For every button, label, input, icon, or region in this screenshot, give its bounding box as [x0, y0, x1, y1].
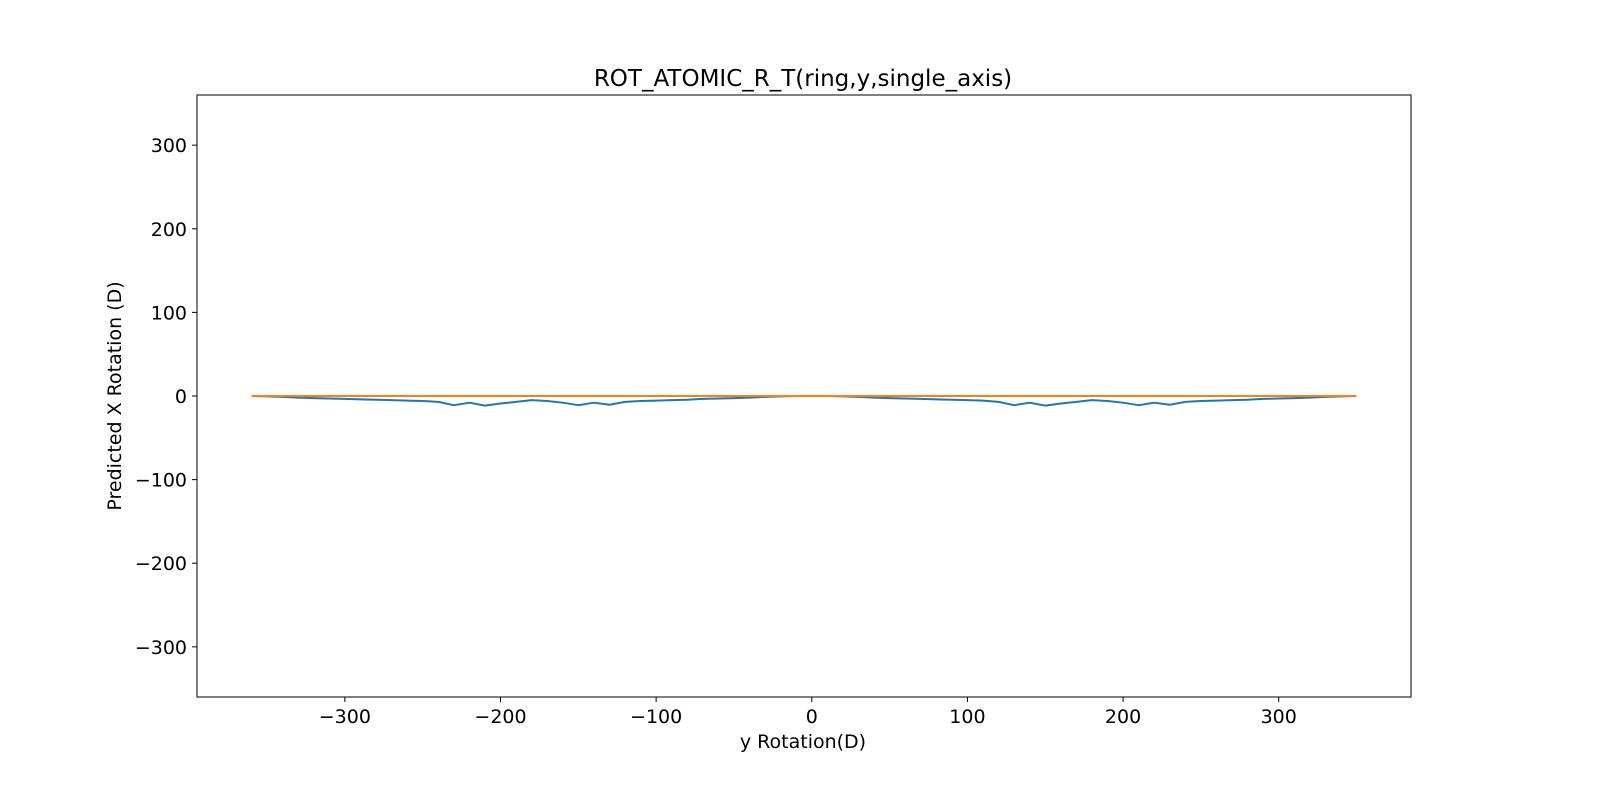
plot-area — [251, 395, 1357, 407]
x-tick-label: −300 — [319, 706, 371, 728]
x-tick-label: 0 — [806, 706, 818, 728]
x-tick-label: −100 — [630, 706, 682, 728]
y-axis-label: Predicted X Rotation (D) — [104, 281, 126, 510]
y-tick-label: 0 — [175, 386, 187, 408]
x-tick-label: 100 — [949, 706, 985, 728]
x-axis-label: y Rotation(D) — [740, 731, 866, 753]
axes: −300 −200 −100 0 100 200 300 −300 −200 −100 0 100 20… — [135, 94, 1412, 728]
x-tick-label: 300 — [1261, 706, 1297, 728]
x-tick-label: 200 — [1105, 706, 1141, 728]
chart-title: ROT_ATOMIC_R_T(ring,y,single_axis) — [594, 66, 1012, 92]
y-tick-label: −200 — [135, 553, 187, 575]
y-tick-label: 100 — [151, 302, 187, 324]
y-tick-label: −100 — [135, 470, 187, 492]
y-tick-label: −300 — [135, 637, 187, 659]
x-tick-label: −200 — [474, 706, 526, 728]
y-tick-label: 300 — [151, 135, 187, 157]
y-tick-label: 200 — [151, 219, 187, 241]
